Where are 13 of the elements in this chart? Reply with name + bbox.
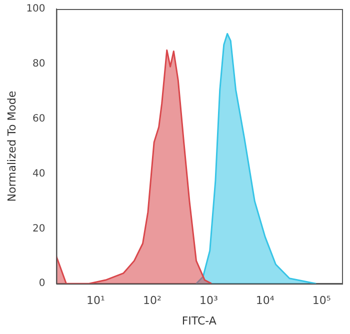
y-tick-label: 80 [32, 58, 46, 70]
x-tick-label: 10¹ [86, 294, 105, 308]
y-tick-label: 0 [38, 278, 46, 290]
y-tick-label: 20 [32, 223, 46, 234]
x-axis-title: FITC-A [182, 314, 217, 328]
x-tick-label: 10⁴ [256, 294, 275, 308]
y-tick-label: 100 [26, 4, 46, 15]
y-axis-title: Normalized To Mode [5, 90, 18, 202]
x-tick-label: 10³ [199, 294, 218, 308]
y-tick-label: 40 [32, 168, 46, 180]
x-tick-label: 10⁵ [312, 294, 331, 308]
x-tick-label: 10² [142, 294, 162, 308]
y-tick-label: 60 [32, 113, 46, 124]
